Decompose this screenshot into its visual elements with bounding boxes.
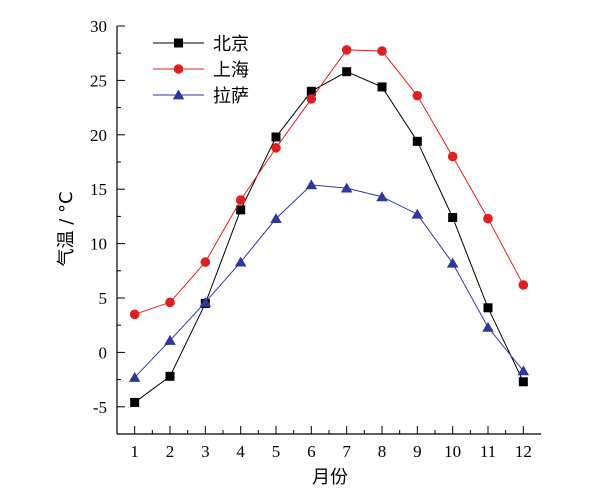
legend-label: 北京 [213,34,249,55]
y-tick-label: 0 [99,343,108,362]
data-point [271,143,281,153]
data-point [235,195,246,205]
series-line [134,184,524,378]
y-tick-label: -5 [93,398,107,417]
x-tick-label: 8 [378,442,387,461]
series-2 [129,45,529,320]
legend-marker [174,38,183,48]
data-point [376,191,388,202]
data-point [447,151,458,162]
series-1 [130,67,528,407]
y-tick-label: 25 [90,71,107,90]
data-point [305,179,318,190]
legend-item-2: 上海 [153,60,249,81]
series-line [134,49,524,315]
x-tick-label: 11 [480,442,496,461]
data-point [342,67,352,77]
series-layer [128,45,530,407]
data-point [446,257,459,268]
data-point [518,280,529,290]
data-point [377,46,387,56]
series-3 [128,179,530,382]
data-point [412,90,423,101]
y-tick-label: 20 [90,126,107,145]
data-point [483,213,493,224]
data-point [483,303,493,313]
legend-label: 拉萨 [213,86,249,107]
x-tick-label: 3 [201,442,210,461]
legend-marker [173,64,184,74]
data-point [306,86,316,96]
data-point [270,213,282,223]
x-tick-label: 9 [413,442,422,461]
data-point [448,212,458,222]
x-tick-label: 1 [130,442,139,461]
data-point [236,205,246,215]
x-tick-label: 4 [236,442,245,461]
data-point [341,45,352,55]
legend-marker [172,89,185,100]
x-tick-label: 10 [444,442,461,461]
y-tick-label: 30 [90,17,107,36]
x-tick-label: 2 [166,442,175,461]
data-point [306,94,317,104]
data-point [164,334,176,345]
data-point [517,365,530,376]
data-point [518,377,528,387]
legend-item-3: 拉萨 [153,86,249,107]
y-tick-label: 15 [90,180,107,199]
data-point [129,309,140,320]
data-point [271,132,281,142]
legend-item-1: 北京 [153,34,249,55]
x-axis-label: 月份 [312,467,348,488]
y-tick-label: 5 [99,289,108,308]
y-axis-label: 气温 / °C [56,191,77,266]
x-tick-label: 12 [515,442,532,461]
data-point [165,371,175,381]
data-point [165,297,175,308]
data-point [340,182,353,193]
data-point [200,257,211,267]
x-tick-label: 5 [272,442,281,461]
data-point [234,256,247,267]
data-point [130,397,140,407]
data-point [412,136,422,146]
y-tick-label: 10 [90,235,107,254]
data-point [377,82,387,92]
data-point [128,371,141,382]
data-point [482,321,494,332]
series-line [134,71,524,403]
legend-label: 上海 [213,60,249,81]
data-point [411,208,424,219]
x-tick-label: 7 [342,442,351,461]
data-point [199,296,212,307]
x-tick-label: 6 [307,442,316,461]
